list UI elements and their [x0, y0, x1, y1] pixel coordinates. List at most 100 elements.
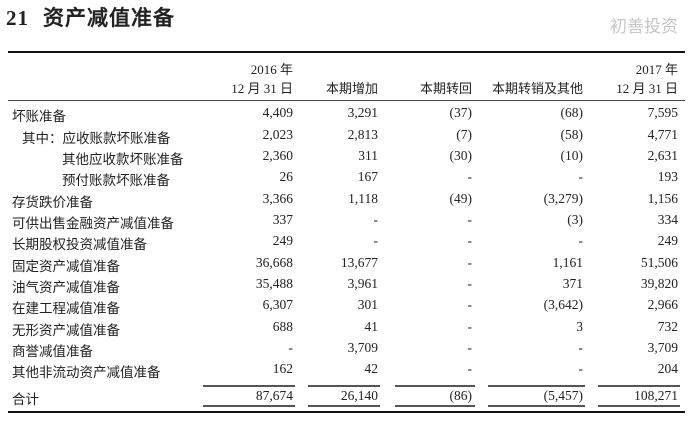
header-rule	[8, 100, 685, 101]
cell-value: -	[288, 340, 294, 355]
cell-value: (10)	[560, 148, 584, 163]
cell-value: (37)	[449, 105, 473, 120]
header-increase: 本期增加	[325, 81, 378, 96]
cell-value: 311	[358, 148, 378, 163]
cell-value: 249	[657, 233, 678, 248]
cell-value: 26,140	[340, 388, 378, 403]
cell-value: 7,595	[647, 105, 678, 120]
cell-value: 3,291	[347, 105, 378, 120]
total-double-line	[395, 405, 475, 407]
cell-value: (3,279)	[543, 191, 583, 206]
bottom-rule	[8, 411, 685, 413]
cell-value: 2,631	[647, 148, 678, 163]
cell-value: 6,307	[262, 297, 293, 312]
cell-value: 3,709	[647, 340, 678, 355]
cell-value: 2,023	[262, 127, 293, 142]
cell-value: 162	[272, 361, 293, 376]
table-row: 商誉减值准备 - 3,709 - - 3,709	[0, 340, 695, 360]
cell-value: 3	[576, 319, 583, 334]
cell-value: -	[373, 212, 379, 227]
cell-value: -	[467, 319, 473, 334]
cell-value: -	[578, 340, 584, 355]
watermark: 初善投资	[610, 17, 678, 36]
cell-value: 3,709	[347, 340, 378, 355]
cell-value: 42	[364, 361, 379, 376]
row-label: 预付账款坏账准备	[62, 173, 170, 188]
total-double-line	[308, 405, 380, 407]
table-row: 固定资产减值准备 36,668 13,677 - 1,161 51,506	[0, 255, 695, 275]
subtotal-line	[488, 385, 585, 387]
cell-value: 204	[657, 361, 678, 376]
subtotal-line	[203, 385, 295, 387]
cell-value: 1,118	[348, 191, 378, 206]
row-label: 其他应收款坏账准备	[62, 152, 184, 167]
cell-value: 2,813	[347, 127, 378, 142]
cell-value: 87,674	[255, 388, 293, 403]
cell-value: (5,457)	[543, 388, 583, 403]
cell-value: (68)	[560, 105, 584, 120]
cell-value: 2,360	[262, 148, 293, 163]
cell-value: (3,642)	[543, 297, 583, 312]
cell-value: 35,488	[255, 276, 293, 291]
cell-value: 301	[357, 297, 378, 312]
table-row: 其他非流动资产减值准备 162 42 - - 204	[0, 361, 695, 381]
row-label: 固定资产减值准备	[12, 259, 120, 274]
cell-value: 41	[364, 319, 379, 334]
cell-value: -	[578, 361, 584, 376]
cell-value: 3,961	[347, 276, 378, 291]
cell-value: 51,506	[640, 255, 678, 270]
cell-value: (3)	[567, 212, 583, 227]
cell-value: 371	[562, 276, 583, 291]
cell-value: 688	[272, 319, 293, 334]
cell-value: -	[373, 233, 379, 248]
cell-value: 249	[272, 233, 293, 248]
total-row: 合计 87,674 26,140 (86) (5,457) 108,271	[0, 388, 695, 408]
cell-value: (30)	[449, 148, 473, 163]
cell-value: 4,771	[647, 127, 678, 142]
total-double-line	[598, 405, 680, 407]
cell-value: 26	[279, 169, 294, 184]
section-title: 21 资产减值准备	[6, 2, 175, 32]
cell-value: 108,271	[634, 388, 678, 403]
cell-value: 3,366	[262, 191, 293, 206]
section-number: 21	[6, 6, 29, 30]
row-label: 合计	[12, 392, 39, 407]
cell-value: -	[467, 169, 473, 184]
row-label: 无形资产减值准备	[12, 323, 120, 338]
row-label: 在建工程减值准备	[12, 301, 120, 316]
cell-value: (49)	[449, 191, 473, 206]
row-label: 可供出售金融资产减值准备	[12, 216, 174, 231]
header-writeoff: 本期转销及其他	[491, 81, 583, 96]
row-label: 长期股权投资减值准备	[12, 237, 147, 252]
row-label: 油气资产减值准备	[12, 280, 120, 295]
table-row: 可供出售金融资产减值准备 337 - - (3) 334	[0, 212, 695, 232]
row-label: 坏账准备	[12, 109, 66, 124]
cell-value: 36,668	[255, 255, 293, 270]
cell-value: -	[578, 169, 584, 184]
cell-value: 1,156	[647, 191, 678, 206]
table-row: 在建工程减值准备 6,307 301 - (3,642) 2,966	[0, 297, 695, 317]
header-2017: 2017 年 12 月 31 日	[616, 62, 678, 96]
cell-value: -	[467, 340, 473, 355]
cell-value: -	[467, 233, 473, 248]
table-row: 无形资产减值准备 688 41 - 3 732	[0, 319, 695, 339]
row-label: 存货跌价准备	[12, 195, 93, 210]
cell-value: 39,820	[640, 276, 678, 291]
cell-value: 4,409	[262, 105, 293, 120]
cell-value: -	[467, 255, 473, 270]
row-label: 商誉减值准备	[12, 344, 93, 359]
cell-value: 13,677	[340, 255, 378, 270]
cell-value: 334	[657, 212, 678, 227]
header-2016: 2016 年 12 月 31 日	[231, 62, 293, 96]
cell-value: (7)	[456, 127, 472, 142]
cell-value: -	[467, 212, 473, 227]
cell-value: 2,966	[647, 297, 678, 312]
cell-value: 193	[657, 169, 678, 184]
section-heading: 资产减值准备	[43, 6, 175, 30]
cell-value: 732	[657, 319, 678, 334]
subtotal-line	[308, 385, 380, 387]
subtotal-line	[395, 385, 475, 387]
cell-value: (86)	[449, 388, 473, 403]
table-row: 其他应收款坏账准备 2,360 311 (30) (10) 2,631	[0, 148, 695, 168]
